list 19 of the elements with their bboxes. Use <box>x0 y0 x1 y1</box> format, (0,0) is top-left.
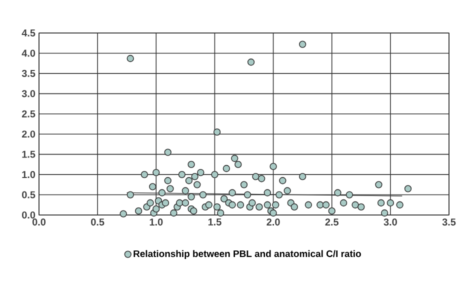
x-tick-label: 3.0 <box>384 218 397 226</box>
legend-label: Relationship between PBL and anatomical C/I ratio <box>134 250 361 259</box>
x-tick-label: 2.0 <box>266 218 280 226</box>
y-tick-label: 4.0 <box>22 50 36 57</box>
y-tick-label: 1.5 <box>22 150 36 158</box>
x-tick-label: 3.5 <box>442 218 456 226</box>
y-tick-label: 4.5 <box>22 30 36 36</box>
y-tick-label: 1.0 <box>22 171 36 178</box>
y-tick-label: 2.0 <box>22 130 36 138</box>
y-tick-label: 3.0 <box>22 90 36 98</box>
y-tick-label: 0.0 <box>22 211 36 219</box>
x-tick-label: 2.5 <box>325 218 339 226</box>
y-tick-label: 2.5 <box>22 110 36 118</box>
x-tick-label: 1.5 <box>208 218 222 226</box>
y-tick-label: 3.5 <box>22 70 36 77</box>
y-tick-label: 0.5 <box>22 191 36 198</box>
x-tick-label: 0.5 <box>91 218 104 226</box>
x-tick-label: 0.0 <box>32 218 46 226</box>
x-tick-label: 1.0 <box>150 218 163 226</box>
